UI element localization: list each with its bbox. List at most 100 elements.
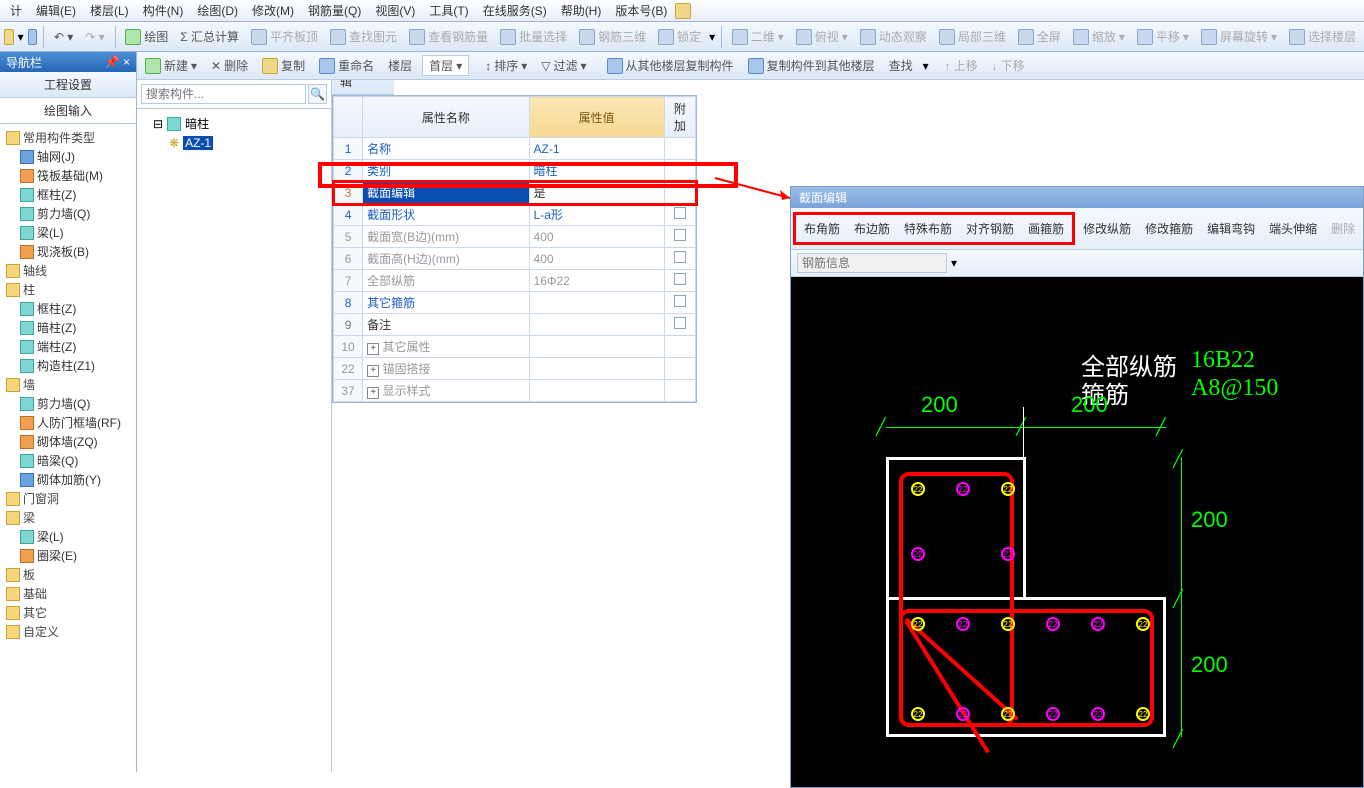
nav-tree-item[interactable]: 剪力墙(Q) [2, 394, 134, 413]
menu-item[interactable]: 计 [4, 0, 28, 21]
nav-tree-item[interactable]: 柱 [2, 280, 134, 299]
batch-sel-button[interactable]: 批量选择 [496, 26, 571, 47]
sum-button[interactable]: Σ 汇总计算 [176, 26, 243, 47]
fullscreen-button[interactable]: 全屏 [1014, 26, 1065, 47]
orbit-button[interactable]: 动态观察 [856, 26, 931, 47]
rebar-corner[interactable]: 22 [911, 482, 925, 496]
end-extend-button[interactable]: 端头伸缩 [1263, 217, 1323, 240]
rotate-button[interactable]: 屏幕旋转▾ [1197, 26, 1281, 47]
nav-tree-item[interactable]: 墙 [2, 375, 134, 394]
nav-tree-item[interactable]: 砌体墙(ZQ) [2, 432, 134, 451]
rebar-side[interactable]: 22 [1046, 707, 1060, 721]
align-top-button[interactable]: 平齐板顶 [247, 26, 322, 47]
rebar-corner[interactable]: 22 [911, 707, 925, 721]
rebar-corner[interactable]: 22 [1136, 707, 1150, 721]
find-button[interactable]: 查找 [885, 55, 917, 76]
nav-tree-item[interactable]: 板 [2, 565, 134, 584]
menu-item[interactable]: 楼层(L) [84, 0, 135, 21]
align-rebar-button[interactable]: 对齐钢筋 [960, 217, 1020, 240]
local-3d-button[interactable]: 局部三维 [935, 26, 1010, 47]
delete-button[interactable]: ✕ 删除 [207, 55, 252, 76]
new-button[interactable]: 新建▾ [141, 55, 201, 76]
zoom-button[interactable]: 缩放▾ [1069, 26, 1129, 47]
copy-button[interactable]: 复制 [258, 55, 309, 76]
menu-item[interactable]: 编辑(E) [30, 0, 82, 21]
draw-button[interactable]: 绘图 [121, 26, 172, 47]
corner-rebar-button[interactable]: 布角筋 [798, 217, 846, 240]
nav-tree-item[interactable]: 人防门框墙(RF) [2, 413, 134, 432]
rebar-side[interactable]: 22 [956, 482, 970, 496]
nav-tree-item[interactable]: 常用构件类型 [2, 128, 134, 147]
search-input[interactable] [141, 84, 306, 104]
rebar-side[interactable]: 22 [1046, 617, 1060, 631]
draw-stirrup-button[interactable]: 画箍筋 [1022, 217, 1070, 240]
nav-tree-item[interactable]: 圈梁(E) [2, 546, 134, 565]
menu-item[interactable]: 修改(M) [246, 0, 300, 21]
menu-item[interactable]: 构件(N) [137, 0, 190, 21]
nav-tab-draw[interactable]: 绘图输入 [0, 98, 136, 124]
property-row[interactable]: 4 截面形状L-a形 [334, 204, 696, 226]
tree-item-selected[interactable]: ❋ AZ-1 [141, 134, 327, 152]
property-row[interactable]: 6 截面高(H边)(mm)400 [334, 248, 696, 270]
edit-stirrup-button[interactable]: 修改箍筋 [1139, 217, 1199, 240]
top-view-button[interactable]: 俯视▾ [792, 26, 852, 47]
nav-tree-item[interactable]: 框柱(Z) [2, 299, 134, 318]
nav-tree-item[interactable]: 现浇板(B) [2, 242, 134, 261]
rebar-corner[interactable]: 22 [1001, 707, 1015, 721]
rebar-side[interactable]: 22 [956, 617, 970, 631]
nav-tree-item[interactable]: 砌体加筋(Y) [2, 470, 134, 489]
nav-tree-item[interactable]: 梁(L) [2, 527, 134, 546]
property-row[interactable]: 10+ 其它属性 [334, 336, 696, 358]
sel-floor-button[interactable]: 选择楼层 [1285, 26, 1360, 47]
search-button[interactable]: 🔍 [308, 84, 327, 104]
property-row[interactable]: 9 备注 [334, 314, 696, 336]
view-rebar-button[interactable]: 查看钢筋量 [405, 26, 492, 47]
rebar-side[interactable]: 22 [1091, 617, 1105, 631]
side-rebar-button[interactable]: 布边筋 [848, 217, 896, 240]
tree-root[interactable]: ⊟ 暗柱 [141, 113, 327, 134]
2d-button[interactable]: 二维▾ [728, 26, 788, 47]
section-canvas[interactable]: 全部纵筋 16B22 箍筋 A8@150 200 200 ╱ ╱ ╱ 200 2… [791, 277, 1363, 787]
edit-long-button[interactable]: 修改纵筋 [1077, 217, 1137, 240]
menu-item[interactable]: 钢筋量(Q) [302, 0, 367, 21]
nav-tree-item[interactable]: 暗柱(Z) [2, 318, 134, 337]
nav-tree-item[interactable]: 暗梁(Q) [2, 451, 134, 470]
property-row[interactable]: 1 名称AZ-1 [334, 138, 696, 160]
nav-tree-item[interactable]: 剪力墙(Q) [2, 204, 134, 223]
nav-tree-item[interactable]: 门窗洞 [2, 489, 134, 508]
pin-icon[interactable]: 📌 × [105, 55, 130, 69]
move-up-button[interactable]: ↑ 上移 [941, 55, 982, 76]
rebar-3d-button[interactable]: 钢筋三维 [575, 26, 650, 47]
property-row[interactable]: 37+ 显示样式 [334, 380, 696, 402]
undo-button[interactable]: ↶ ▾ [50, 28, 77, 46]
menu-item[interactable]: 帮助(H) [555, 0, 608, 21]
filter-button[interactable]: ▽ 过滤▾ [537, 55, 590, 76]
menu-item[interactable]: 工具(T) [423, 0, 474, 21]
rebar-info-input[interactable] [797, 253, 947, 273]
sort-button[interactable]: ↕ 排序▾ [481, 55, 531, 76]
copy-from-button[interactable]: 从其他楼层复制构件 [603, 55, 738, 76]
nav-tree-item[interactable]: 梁 [2, 508, 134, 527]
rebar-corner[interactable]: 22 [1001, 482, 1015, 496]
nav-tree-item[interactable]: 端柱(Z) [2, 337, 134, 356]
menu-item[interactable]: 在线服务(S) [477, 0, 553, 21]
nav-tab-settings[interactable]: 工程设置 [0, 72, 136, 98]
property-row[interactable]: 7 全部纵筋16Φ22 [334, 270, 696, 292]
rebar-side[interactable]: 22 [911, 547, 925, 561]
delete-rebar-button[interactable]: 删除 [1325, 217, 1361, 240]
special-rebar-button[interactable]: 特殊布筋 [898, 217, 958, 240]
redo-button[interactable]: ↷ ▾ [81, 28, 108, 46]
menu-item[interactable]: 绘图(D) [191, 0, 244, 21]
rebar-corner[interactable]: 22 [1136, 617, 1150, 631]
open-icon[interactable] [4, 29, 14, 45]
floor-select[interactable]: 首层 ▾ [422, 55, 469, 76]
find-elem-button[interactable]: 查找图元 [326, 26, 401, 47]
property-row[interactable]: 5 截面宽(B边)(mm)400 [334, 226, 696, 248]
copy-to-button[interactable]: 复制构件到其他楼层 [744, 55, 879, 76]
menu-item[interactable]: 版本号(B) [609, 0, 673, 21]
property-row[interactable]: 8 其它箍筋 [334, 292, 696, 314]
rename-button[interactable]: 重命名 [315, 55, 378, 76]
edit-hook-button[interactable]: 编辑弯钩 [1201, 217, 1261, 240]
menu-item[interactable]: 视图(V) [369, 0, 421, 21]
nav-tree-item[interactable]: 轴线 [2, 261, 134, 280]
